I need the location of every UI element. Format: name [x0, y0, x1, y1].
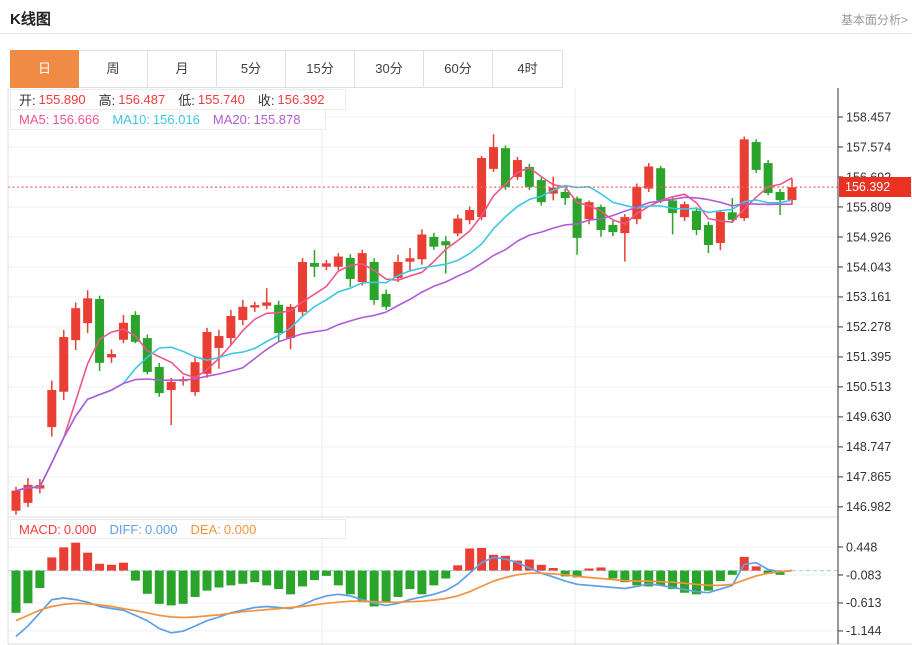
axis-tick-label: 150.513: [846, 380, 891, 394]
y-axis: 158.457157.574156.692155.809154.926154.0…: [837, 88, 891, 644]
ma10-value: 156.016: [152, 112, 200, 127]
ma20-line: [15, 196, 793, 492]
axis-tick-label: -0.613: [846, 596, 881, 610]
fundamental-analysis-link[interactable]: 基本面分析>: [840, 13, 908, 27]
tab-5min[interactable]: 5分: [217, 51, 286, 87]
tab-30min[interactable]: 30分: [355, 51, 424, 87]
diff-line: [15, 556, 793, 638]
open-value: 155.890: [38, 92, 86, 107]
dea-label: DEA:: [190, 521, 221, 537]
tab-4hour[interactable]: 4时: [517, 61, 538, 76]
ma10-line: [15, 184, 793, 492]
ma20-value: 155.878: [253, 112, 301, 127]
ma5-label: MA5:: [19, 112, 50, 127]
macd-info: MACD: 0.000 DIFF: 0.000 DEA: 0.000: [10, 519, 346, 539]
axis-tick-label: 158.457: [846, 110, 891, 124]
chart-frame: [7, 88, 912, 645]
tab-day[interactable]: 日: [10, 50, 79, 88]
axis-tick-label: 152.278: [846, 320, 891, 334]
header-divider: [0, 33, 912, 34]
dea-value: 0.000: [223, 521, 257, 537]
ma5-value: 156.666: [52, 112, 100, 127]
macd-value: 0.000: [63, 521, 97, 537]
axis-tick-label: 148.747: [846, 440, 891, 454]
high-value: 156.487: [118, 92, 166, 107]
axis-tick-label: 154.926: [846, 230, 891, 244]
axis-tick-label: 153.161: [846, 290, 891, 304]
tab-month[interactable]: 月: [148, 51, 217, 87]
low-label: 低:: [178, 93, 195, 108]
axis-tick-label: 147.865: [846, 470, 891, 484]
tab-60min[interactable]: 60分: [424, 51, 493, 87]
axis-tick-label: 155.809: [846, 200, 891, 214]
page-title: K线图: [10, 11, 51, 28]
dea-line: [15, 569, 793, 622]
axis-tick-label: 154.043: [846, 260, 891, 274]
ohlc-info: 开: 155.890 高: 156.487 低: 155.740 收: 156.392: [10, 89, 346, 110]
ma10-label: MA10:: [112, 112, 150, 127]
tab-week[interactable]: 周: [79, 51, 148, 87]
tab-15min[interactable]: 15分: [286, 51, 355, 87]
axis-tick-label: 149.630: [846, 410, 891, 424]
ma-info: MA5: 156.666 MA10: 156.016 MA20: 155.878: [10, 109, 326, 130]
close-value: 156.392: [277, 92, 325, 107]
open-label: 开:: [19, 93, 36, 108]
candlestick-series: [11, 134, 797, 515]
price-gridlines: [8, 116, 838, 632]
high-label: 高:: [98, 93, 116, 108]
diff-value: 0.000: [144, 521, 178, 537]
axis-tick-label: 157.574: [846, 140, 891, 154]
vertical-gridlines: [321, 88, 576, 644]
low-value: 155.740: [197, 92, 245, 107]
macd-histogram: [11, 542, 785, 613]
axis-tick-label: -0.083: [846, 568, 881, 582]
axis-tick-label: 146.982: [846, 500, 891, 514]
current-price-tag: 156.392: [839, 177, 911, 198]
axis-tick-label: 151.395: [846, 350, 891, 364]
ma20-label: MA20:: [212, 112, 251, 127]
diff-label: DIFF:: [109, 521, 142, 537]
close-label: 收:: [257, 93, 275, 108]
axis-tick-label: -1.144: [846, 624, 881, 638]
period-tabs: 日周月 5分 15分 30分 60分 4时: [10, 50, 563, 88]
axis-tick-label: 0.448: [846, 540, 877, 554]
macd-label: MACD:: [19, 521, 61, 537]
